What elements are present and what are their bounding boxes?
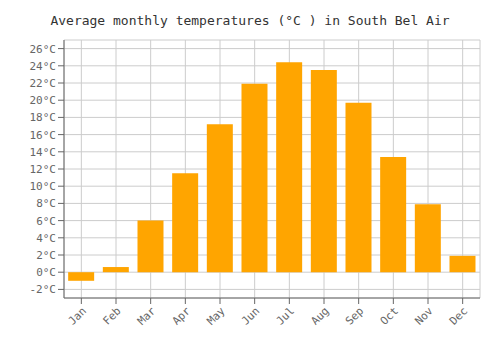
svg-text:10°C: 10°C [30, 180, 57, 193]
svg-text:22°C: 22°C [30, 77, 57, 90]
svg-text:14°C: 14°C [30, 146, 57, 159]
svg-text:Nov: Nov [412, 304, 436, 328]
svg-text:Dec: Dec [447, 304, 470, 327]
svg-text:Oct: Oct [378, 304, 401, 327]
svg-text:24°C: 24°C [30, 60, 57, 73]
svg-text:Apr: Apr [170, 304, 194, 328]
svg-text:Aug: Aug [308, 304, 331, 327]
svg-text:Mar: Mar [135, 304, 159, 328]
svg-text:16°C: 16°C [30, 129, 57, 142]
svg-text:Jun: Jun [239, 304, 262, 327]
svg-text:0°C: 0°C [36, 266, 56, 279]
svg-text:12°C: 12°C [30, 163, 57, 176]
svg-text:May: May [204, 304, 228, 328]
svg-text:8°C: 8°C [36, 197, 56, 210]
svg-text:18°C: 18°C [30, 111, 57, 124]
svg-text:Sep: Sep [343, 304, 366, 327]
svg-text:Jul: Jul [274, 304, 297, 327]
svg-text:4°C: 4°C [36, 232, 56, 245]
svg-text:Feb: Feb [100, 304, 123, 327]
svg-text:2°C: 2°C [36, 249, 56, 262]
svg-text:6°C: 6°C [36, 215, 56, 228]
svg-text:26°C: 26°C [30, 43, 57, 56]
html-text:Average monthly temperatures (: Average monthly temperatures (°C ) in So… [50, 13, 450, 28]
svg-text:Jan: Jan [66, 304, 89, 327]
svg-text:-2°C: -2°C [30, 283, 57, 296]
svg-text:20°C: 20°C [30, 94, 57, 107]
